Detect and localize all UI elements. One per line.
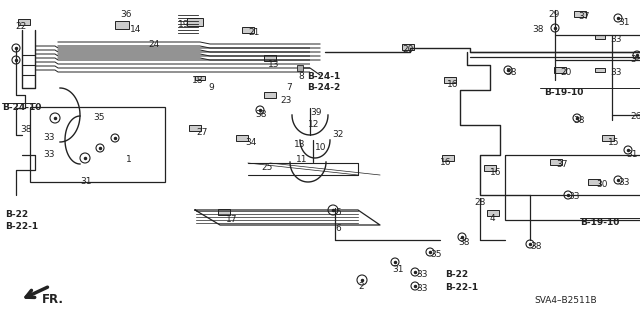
Text: B-19-10: B-19-10 xyxy=(544,88,584,97)
Bar xyxy=(554,67,566,73)
Text: 4: 4 xyxy=(490,214,495,223)
Text: 38: 38 xyxy=(532,25,543,34)
Bar xyxy=(550,159,562,165)
Text: 18: 18 xyxy=(192,76,204,85)
Text: 34: 34 xyxy=(245,138,257,147)
Text: 12: 12 xyxy=(308,120,319,129)
Text: 38: 38 xyxy=(458,238,470,247)
Text: 31: 31 xyxy=(618,18,630,27)
Text: 7: 7 xyxy=(286,83,292,92)
Text: 15: 15 xyxy=(608,138,620,147)
Text: 39: 39 xyxy=(310,108,321,117)
Text: 20: 20 xyxy=(560,68,572,77)
Text: 33: 33 xyxy=(43,150,54,159)
Text: 29: 29 xyxy=(548,10,559,19)
Text: 19: 19 xyxy=(178,20,189,29)
Text: 20: 20 xyxy=(402,45,413,54)
Bar xyxy=(242,27,255,33)
Text: 11: 11 xyxy=(296,155,307,164)
Text: B-22: B-22 xyxy=(445,270,468,279)
Bar xyxy=(195,76,205,80)
Text: 33: 33 xyxy=(416,270,428,279)
Bar xyxy=(505,155,640,220)
Text: B-24-1: B-24-1 xyxy=(307,72,340,81)
Text: 10: 10 xyxy=(315,143,326,152)
Text: B-19-10: B-19-10 xyxy=(580,218,620,227)
Text: 38: 38 xyxy=(255,110,266,119)
Text: 16: 16 xyxy=(490,168,502,177)
Bar xyxy=(264,92,276,98)
Text: 25: 25 xyxy=(261,163,273,172)
Text: B-22-1: B-22-1 xyxy=(5,222,38,231)
Bar xyxy=(30,107,165,182)
Text: 13: 13 xyxy=(268,60,280,69)
Bar xyxy=(484,165,495,171)
Text: 3: 3 xyxy=(630,55,636,64)
Text: 33: 33 xyxy=(568,192,579,201)
Bar xyxy=(602,135,614,141)
Bar xyxy=(187,18,203,26)
Text: 1: 1 xyxy=(126,155,132,164)
Bar xyxy=(595,68,605,72)
Bar xyxy=(18,19,31,25)
Bar xyxy=(595,34,605,40)
Text: 27: 27 xyxy=(196,128,207,137)
Text: 38: 38 xyxy=(530,242,541,251)
Text: 26: 26 xyxy=(630,112,640,121)
Text: 33: 33 xyxy=(43,133,54,142)
Text: 2: 2 xyxy=(358,282,364,291)
Text: 33: 33 xyxy=(610,35,621,44)
Text: 33: 33 xyxy=(618,178,630,187)
Text: 13: 13 xyxy=(294,140,305,149)
Bar xyxy=(442,155,454,161)
Bar xyxy=(575,11,586,17)
Text: 23: 23 xyxy=(280,96,291,105)
Text: 32: 32 xyxy=(332,130,344,139)
Text: 33: 33 xyxy=(416,284,428,293)
Text: 35: 35 xyxy=(430,250,442,259)
Text: 22: 22 xyxy=(15,22,26,31)
Text: 24: 24 xyxy=(148,40,159,49)
Text: 5: 5 xyxy=(335,208,340,217)
Text: B-24-2: B-24-2 xyxy=(307,83,340,92)
Text: 31: 31 xyxy=(392,265,403,274)
Text: 17: 17 xyxy=(226,215,237,224)
Text: 8: 8 xyxy=(298,72,304,81)
Text: 38: 38 xyxy=(505,68,516,77)
Bar xyxy=(115,21,129,29)
Text: B-22-1: B-22-1 xyxy=(445,283,478,292)
Text: 38: 38 xyxy=(20,125,31,134)
Bar xyxy=(444,77,456,83)
Bar xyxy=(264,55,276,61)
Text: 36: 36 xyxy=(120,10,131,19)
Text: 35: 35 xyxy=(93,113,104,122)
Bar xyxy=(588,179,600,185)
Text: B-22: B-22 xyxy=(5,210,28,219)
Text: FR.: FR. xyxy=(42,293,64,306)
Text: 21: 21 xyxy=(248,28,259,37)
Text: 33: 33 xyxy=(610,68,621,77)
Text: SVA4–B2511B: SVA4–B2511B xyxy=(534,296,596,305)
Text: 6: 6 xyxy=(335,224,340,233)
Text: B-24-10: B-24-10 xyxy=(2,103,42,112)
Bar xyxy=(189,125,200,131)
Text: 31: 31 xyxy=(626,150,637,159)
Text: 28: 28 xyxy=(474,198,485,207)
Text: 30: 30 xyxy=(596,180,607,189)
Text: 31: 31 xyxy=(80,177,92,186)
Bar xyxy=(218,209,230,215)
Text: 37: 37 xyxy=(578,12,589,21)
Bar xyxy=(488,210,499,216)
Text: 9: 9 xyxy=(208,83,214,92)
Bar xyxy=(236,135,248,141)
Text: 37: 37 xyxy=(556,160,568,169)
Bar xyxy=(402,44,415,50)
Text: 14: 14 xyxy=(130,25,141,34)
Text: 38: 38 xyxy=(573,116,584,125)
Text: 16: 16 xyxy=(447,80,458,89)
Text: 16: 16 xyxy=(440,158,451,167)
